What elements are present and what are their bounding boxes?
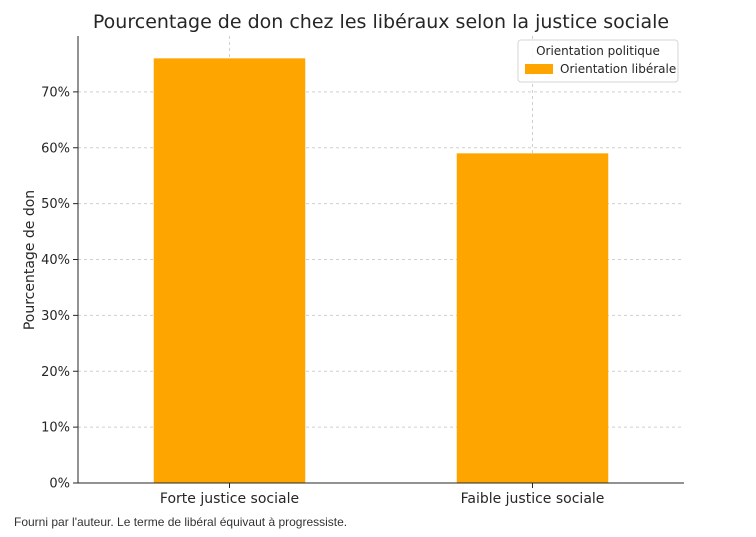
legend-entry-label: Orientation libérale [560, 62, 676, 76]
y-tick-label: 0% [49, 477, 70, 492]
legend-box [517, 39, 679, 83]
bar-chart: Pourcentage de don chez les libéraux sel… [22, 11, 684, 507]
bar-forte-justice-sociale [153, 58, 306, 483]
x-tick-label: Forte justice sociale [160, 491, 299, 507]
figure-caption: Fourni par l'auteur. Le terme de libéral… [14, 515, 348, 529]
legend: Orientation politique Orientation libéra… [517, 39, 679, 83]
y-tick-label: 70% [41, 85, 70, 100]
y-tick-label: 40% [41, 253, 70, 268]
y-tick-label: 10% [41, 421, 70, 436]
y-tick-label: 50% [41, 197, 70, 212]
y-axis-title: Pourcentage de don [22, 190, 38, 330]
legend-swatch [525, 64, 553, 74]
y-tick-label: 30% [41, 309, 70, 324]
chart-title: Pourcentage de don chez les libéraux sel… [93, 11, 669, 33]
y-tick-label: 60% [41, 141, 70, 156]
bar-faible-justice-sociale [456, 153, 609, 483]
x-tick-label: Faible justice sociale [461, 491, 605, 507]
legend-title: Orientation politique [536, 44, 660, 58]
y-axis-ticks: 0% 10% 20% 30% 40% 50% 60% 70% [41, 85, 78, 492]
x-axis-ticks: Forte justice sociale Faible justice soci… [160, 483, 604, 507]
bars [153, 58, 609, 483]
y-tick-label: 20% [41, 365, 70, 380]
